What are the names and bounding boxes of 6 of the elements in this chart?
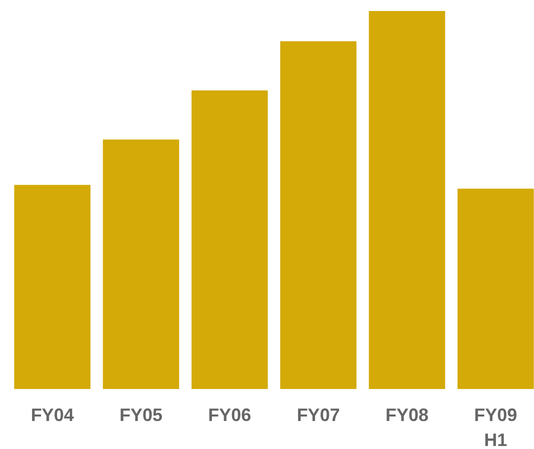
x-tick-label: FY05 bbox=[119, 405, 163, 425]
x-tick-label: FY08 bbox=[385, 405, 429, 425]
x-tick-label: FY06 bbox=[208, 405, 252, 425]
x-tick-label: FY09 H1 bbox=[474, 405, 518, 449]
x-tick-label: FY07 bbox=[296, 405, 340, 425]
x-tick-label: FY04 bbox=[30, 405, 74, 425]
